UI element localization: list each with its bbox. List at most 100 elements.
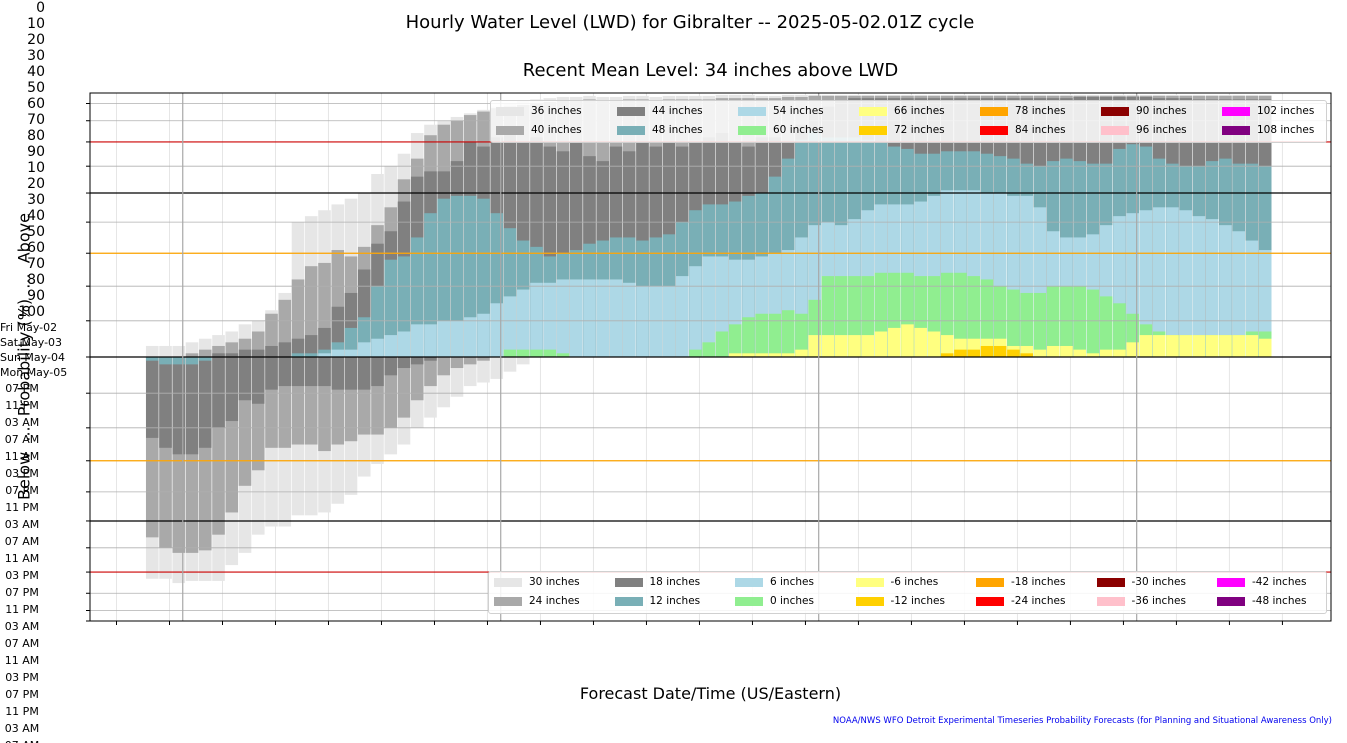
- legend-label: 0 inches: [770, 595, 814, 607]
- legend-label: 44 inches: [652, 105, 703, 117]
- bar: [424, 324, 437, 357]
- bar: [861, 335, 875, 357]
- bar: [1232, 335, 1245, 357]
- bar: [1139, 210, 1153, 357]
- bar: [503, 349, 517, 357]
- bar: [543, 349, 557, 357]
- bar: [1060, 286, 1073, 357]
- bar: [198, 357, 212, 448]
- bar: [1113, 303, 1126, 357]
- bar: [159, 357, 172, 448]
- bar: [649, 286, 663, 357]
- bar: [795, 349, 808, 357]
- footnote: NOAA/NWS WFO Detroit Experimental Timese…: [832, 716, 1332, 726]
- plot-frame: [89, 92, 1332, 622]
- bar: [755, 313, 769, 357]
- bar: [781, 310, 795, 357]
- bar: [410, 324, 424, 357]
- legend-swatch: [976, 578, 1004, 587]
- bar: [265, 357, 278, 390]
- bar: [463, 317, 477, 357]
- legend-label: 18 inches: [649, 576, 701, 588]
- legend: 30 inches 24 inches 18 inches 12 inches 6 in…: [488, 571, 1327, 614]
- legend-label: -48 inches: [1252, 595, 1307, 607]
- bar: [397, 331, 411, 357]
- legend-label: 30 inches: [529, 576, 580, 588]
- bar: [1086, 289, 1100, 357]
- bar: [450, 320, 464, 357]
- bar: [291, 279, 305, 357]
- x-tick-label: 03 PM: [5, 467, 39, 480]
- x-tick-label: 11 AM: [4, 654, 40, 667]
- bar: [1113, 349, 1126, 357]
- bar: [371, 338, 384, 357]
- bar: [848, 335, 861, 357]
- bar: [437, 357, 451, 376]
- bar: [437, 198, 451, 357]
- bar: [689, 266, 702, 357]
- bar: [145, 357, 159, 361]
- legend-swatch: [855, 597, 884, 606]
- bar: [384, 357, 398, 376]
- bar: [874, 331, 888, 357]
- bar: [795, 313, 808, 357]
- bar: [304, 266, 318, 357]
- bar: [821, 335, 835, 357]
- legend-label: 108 inches: [1257, 124, 1315, 136]
- bar: [728, 324, 742, 357]
- bar: [662, 286, 676, 357]
- legend-swatch: [1222, 107, 1250, 116]
- bar: [1205, 335, 1219, 357]
- legend-label: 96 inches: [1136, 124, 1187, 136]
- legend-swatch: [855, 578, 884, 587]
- bar: [1033, 292, 1047, 357]
- bar: [609, 279, 623, 357]
- bar: [530, 349, 543, 357]
- x-tick-label: 07 PM: [5, 586, 39, 599]
- legend-label: 48 inches: [652, 124, 703, 136]
- legend-label: 24 inches: [529, 595, 580, 607]
- bar: [291, 357, 305, 387]
- y-axis-label: Below ... Probability (%) ... Above: [14, 213, 34, 500]
- day-label: Sun May-04: [0, 351, 65, 364]
- legend-swatch: [496, 126, 524, 135]
- bar: [1219, 335, 1232, 357]
- bar: [702, 256, 716, 357]
- bar: [967, 276, 981, 357]
- legend-swatch: [1217, 578, 1245, 587]
- bar: [424, 357, 437, 387]
- legend-label: 54 inches: [773, 105, 824, 117]
- bar: [1020, 353, 1034, 357]
- bar: [490, 303, 504, 357]
- bar: [1258, 250, 1272, 357]
- bar: [1179, 335, 1192, 357]
- bar: [516, 349, 530, 357]
- x-tick-label: 07 AM: [4, 433, 40, 446]
- bar: [357, 357, 371, 390]
- bar: [437, 320, 451, 357]
- legend-swatch: [496, 107, 524, 116]
- bar: [238, 349, 252, 357]
- bar: [583, 279, 596, 357]
- bar: [1126, 342, 1139, 357]
- bar: [265, 345, 278, 357]
- bar: [940, 335, 954, 357]
- bar: [768, 353, 782, 357]
- y-tick-label: 90: [27, 288, 45, 304]
- bar: [198, 349, 212, 357]
- bar: [1073, 349, 1087, 357]
- bar: [1020, 292, 1034, 357]
- bar: [503, 296, 517, 357]
- bar: [304, 353, 318, 357]
- legend-label: -6 inches: [890, 576, 939, 588]
- bar: [238, 357, 252, 401]
- bar: [384, 335, 398, 357]
- legend-swatch: [1101, 107, 1129, 116]
- day-label: Sat May-03: [0, 336, 63, 349]
- bar: [675, 276, 689, 357]
- legend-swatch: [1101, 126, 1129, 135]
- legend-swatch: [617, 126, 645, 135]
- bar: [543, 282, 557, 357]
- bar: [159, 345, 172, 357]
